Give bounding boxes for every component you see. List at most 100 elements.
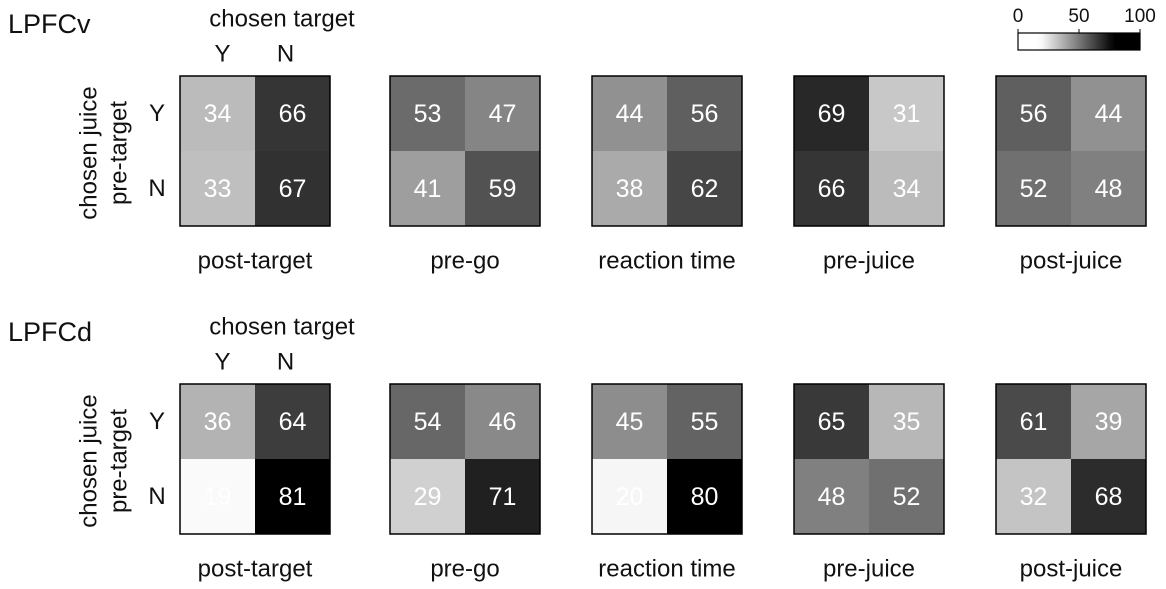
heatmap-cell [465, 384, 540, 459]
cell-value: 64 [279, 408, 307, 436]
cell-value: 32 [1020, 483, 1048, 511]
y-axis-label: chosen juice [75, 86, 102, 219]
cell-value: 45 [616, 408, 644, 436]
heatmap-cell [667, 459, 742, 534]
x-category: N [277, 348, 294, 375]
cell-value: 69 [818, 100, 846, 128]
cell-value: 48 [1095, 175, 1123, 203]
y-category: N [148, 175, 165, 202]
x-category: Y [214, 40, 230, 67]
x-axis-label: chosen target [209, 5, 355, 32]
heatmap-cell [592, 151, 667, 226]
heatmap-cell [390, 459, 465, 534]
y-axis-label: chosen juice [75, 394, 102, 527]
row-title: LPFCv [8, 9, 91, 39]
panel-border [179, 75, 331, 227]
cell-value: 65 [818, 408, 846, 436]
heatmap-cell [869, 151, 944, 226]
heatmap-cell [390, 384, 465, 459]
heatmap-cell [465, 76, 540, 151]
heatmap-cell [794, 384, 869, 459]
heatmap-cell [869, 76, 944, 151]
cell-value: 56 [1020, 100, 1048, 128]
panel-border [793, 75, 945, 227]
panel-title: pre-go [430, 555, 499, 582]
panel-title: pre-juice [823, 555, 915, 582]
cell-value: 52 [1020, 175, 1048, 203]
heatmap-cell [794, 76, 869, 151]
heatmap-cell [592, 76, 667, 151]
heatmap-cell [180, 459, 255, 534]
cell-value: 68 [1095, 483, 1123, 511]
panel-border [389, 75, 541, 227]
heatmap-cell [465, 151, 540, 226]
heatmap-cell [255, 76, 330, 151]
y-axis-label: pre-target [105, 409, 132, 513]
cell-value: 34 [204, 100, 232, 128]
cell-value: 41 [414, 175, 442, 203]
colorbar [1017, 32, 1141, 51]
y-axis-label: pre-target [105, 101, 132, 205]
heatmap-cell [1071, 384, 1146, 459]
heatmap-cell [996, 151, 1071, 226]
row-title: LPFCd [8, 317, 92, 347]
cell-value: 54 [414, 408, 442, 436]
y-category: N [148, 483, 165, 510]
heatmap-cell [592, 384, 667, 459]
panel-title: reaction time [598, 247, 735, 274]
x-axis-label: chosen target [209, 313, 355, 340]
cell-value: 35 [893, 408, 921, 436]
heatmap-cell [255, 459, 330, 534]
cell-value: 59 [489, 175, 517, 203]
heatmap-cell [869, 459, 944, 534]
cell-value: 33 [204, 175, 232, 203]
cell-value: 44 [616, 100, 644, 128]
heatmap-cell [180, 151, 255, 226]
panel-title: pre-juice [823, 247, 915, 274]
panel-title: pre-go [430, 247, 499, 274]
cell-value: 56 [691, 100, 719, 128]
panel-border [995, 383, 1147, 535]
heatmap-cell [390, 76, 465, 151]
colorbar-tick-label: 0 [1013, 6, 1024, 27]
heatmap-cell [996, 459, 1071, 534]
panel-title: post-juice [1020, 247, 1123, 274]
cell-value: 67 [279, 175, 307, 203]
heatmap-cell [869, 384, 944, 459]
heatmap-cell [794, 151, 869, 226]
cell-value: 46 [489, 408, 517, 436]
panel-border [591, 383, 743, 535]
cell-value: 62 [691, 175, 719, 203]
x-category: Y [214, 348, 230, 375]
heatmap-cell [465, 459, 540, 534]
cell-value: 36 [204, 408, 232, 436]
cell-value: 29 [414, 483, 442, 511]
colorbar-tick-label: 50 [1068, 6, 1089, 27]
cell-value: 47 [489, 100, 517, 128]
cell-value: 80 [691, 483, 719, 511]
heatmap-cell [255, 151, 330, 226]
cell-value: 48 [818, 483, 846, 511]
cell-value: 52 [893, 483, 921, 511]
panel-title: post-target [198, 555, 313, 582]
heatmap-cell [255, 384, 330, 459]
heatmap-cell [1071, 459, 1146, 534]
cell-value: 39 [1095, 408, 1123, 436]
panel-border [179, 383, 331, 535]
cell-value: 66 [818, 175, 846, 203]
panel-title: reaction time [598, 555, 735, 582]
y-category: Y [149, 408, 165, 435]
cell-value: 20 [616, 483, 644, 511]
heatmap-cell [667, 76, 742, 151]
cell-value: 71 [489, 483, 517, 511]
cell-value: 53 [414, 100, 442, 128]
cell-value: 44 [1095, 100, 1123, 128]
heatmap-cell [667, 384, 742, 459]
heatmap-cell [1071, 151, 1146, 226]
cell-value: 55 [691, 408, 719, 436]
cell-value: 66 [279, 100, 307, 128]
colorbar-tick-label: 100 [1124, 6, 1156, 27]
panel-border [995, 75, 1147, 227]
